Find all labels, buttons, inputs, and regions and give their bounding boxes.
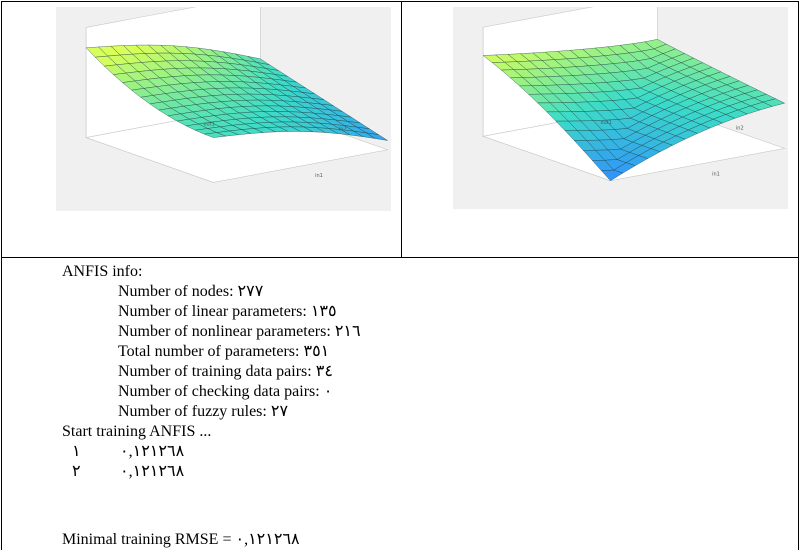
epoch-error: ٠,١٢١٢٦٨ — [120, 463, 185, 480]
epoch-number: ٢ — [72, 463, 81, 480]
info-training-pairs: Number of training data pairs: ٣٤ — [118, 363, 333, 380]
surface-patch — [366, 132, 388, 141]
log-result: Minimal training RMSE = ٠,١٢١٢٦٨ — [62, 531, 300, 548]
surface-mesh — [482, 39, 786, 181]
info-checking-pairs: Number of checking data pairs: ٠ — [118, 383, 333, 400]
z-axis-label: out1 — [203, 121, 214, 127]
surface-patch — [762, 98, 786, 107]
log-start: Start training ANFIS ... — [62, 423, 212, 440]
log-header: ANFIS info: — [62, 263, 143, 280]
info-nonlinear-params: Number of nonlinear parameters: ٢١٦ — [118, 323, 361, 340]
info-nodes: Number of nodes: ٢٧٧ — [118, 283, 264, 300]
epoch-error: ٠,١٢١٢٦٨ — [120, 443, 185, 460]
surface-plot-left: in1 in2 out1 — [56, 7, 391, 211]
y-axis-label: in2 — [339, 127, 347, 133]
epoch-number: ١ — [72, 443, 81, 460]
surface-plot-right-graphic: in1 in2 out1 — [481, 7, 786, 182]
z-axis-label: out1 — [600, 120, 611, 126]
column-divider — [401, 1, 402, 258]
surface-plot-left-graphic: in1 in2 out1 — [84, 7, 389, 183]
info-linear-params: Number of linear parameters: ١٣٥ — [118, 303, 337, 320]
row-divider — [1, 257, 799, 258]
y-axis-label: in2 — [736, 125, 744, 131]
x-axis-label: in1 — [315, 173, 323, 179]
surface-mesh — [85, 44, 388, 141]
info-fuzzy-rules: Number of fuzzy rules: ٢٧ — [118, 403, 289, 420]
info-total-params: Total number of parameters: ٣٥١ — [118, 343, 330, 360]
x-axis-label: in1 — [712, 172, 720, 178]
surface-plot-right: in1 in2 out1 — [453, 7, 788, 209]
